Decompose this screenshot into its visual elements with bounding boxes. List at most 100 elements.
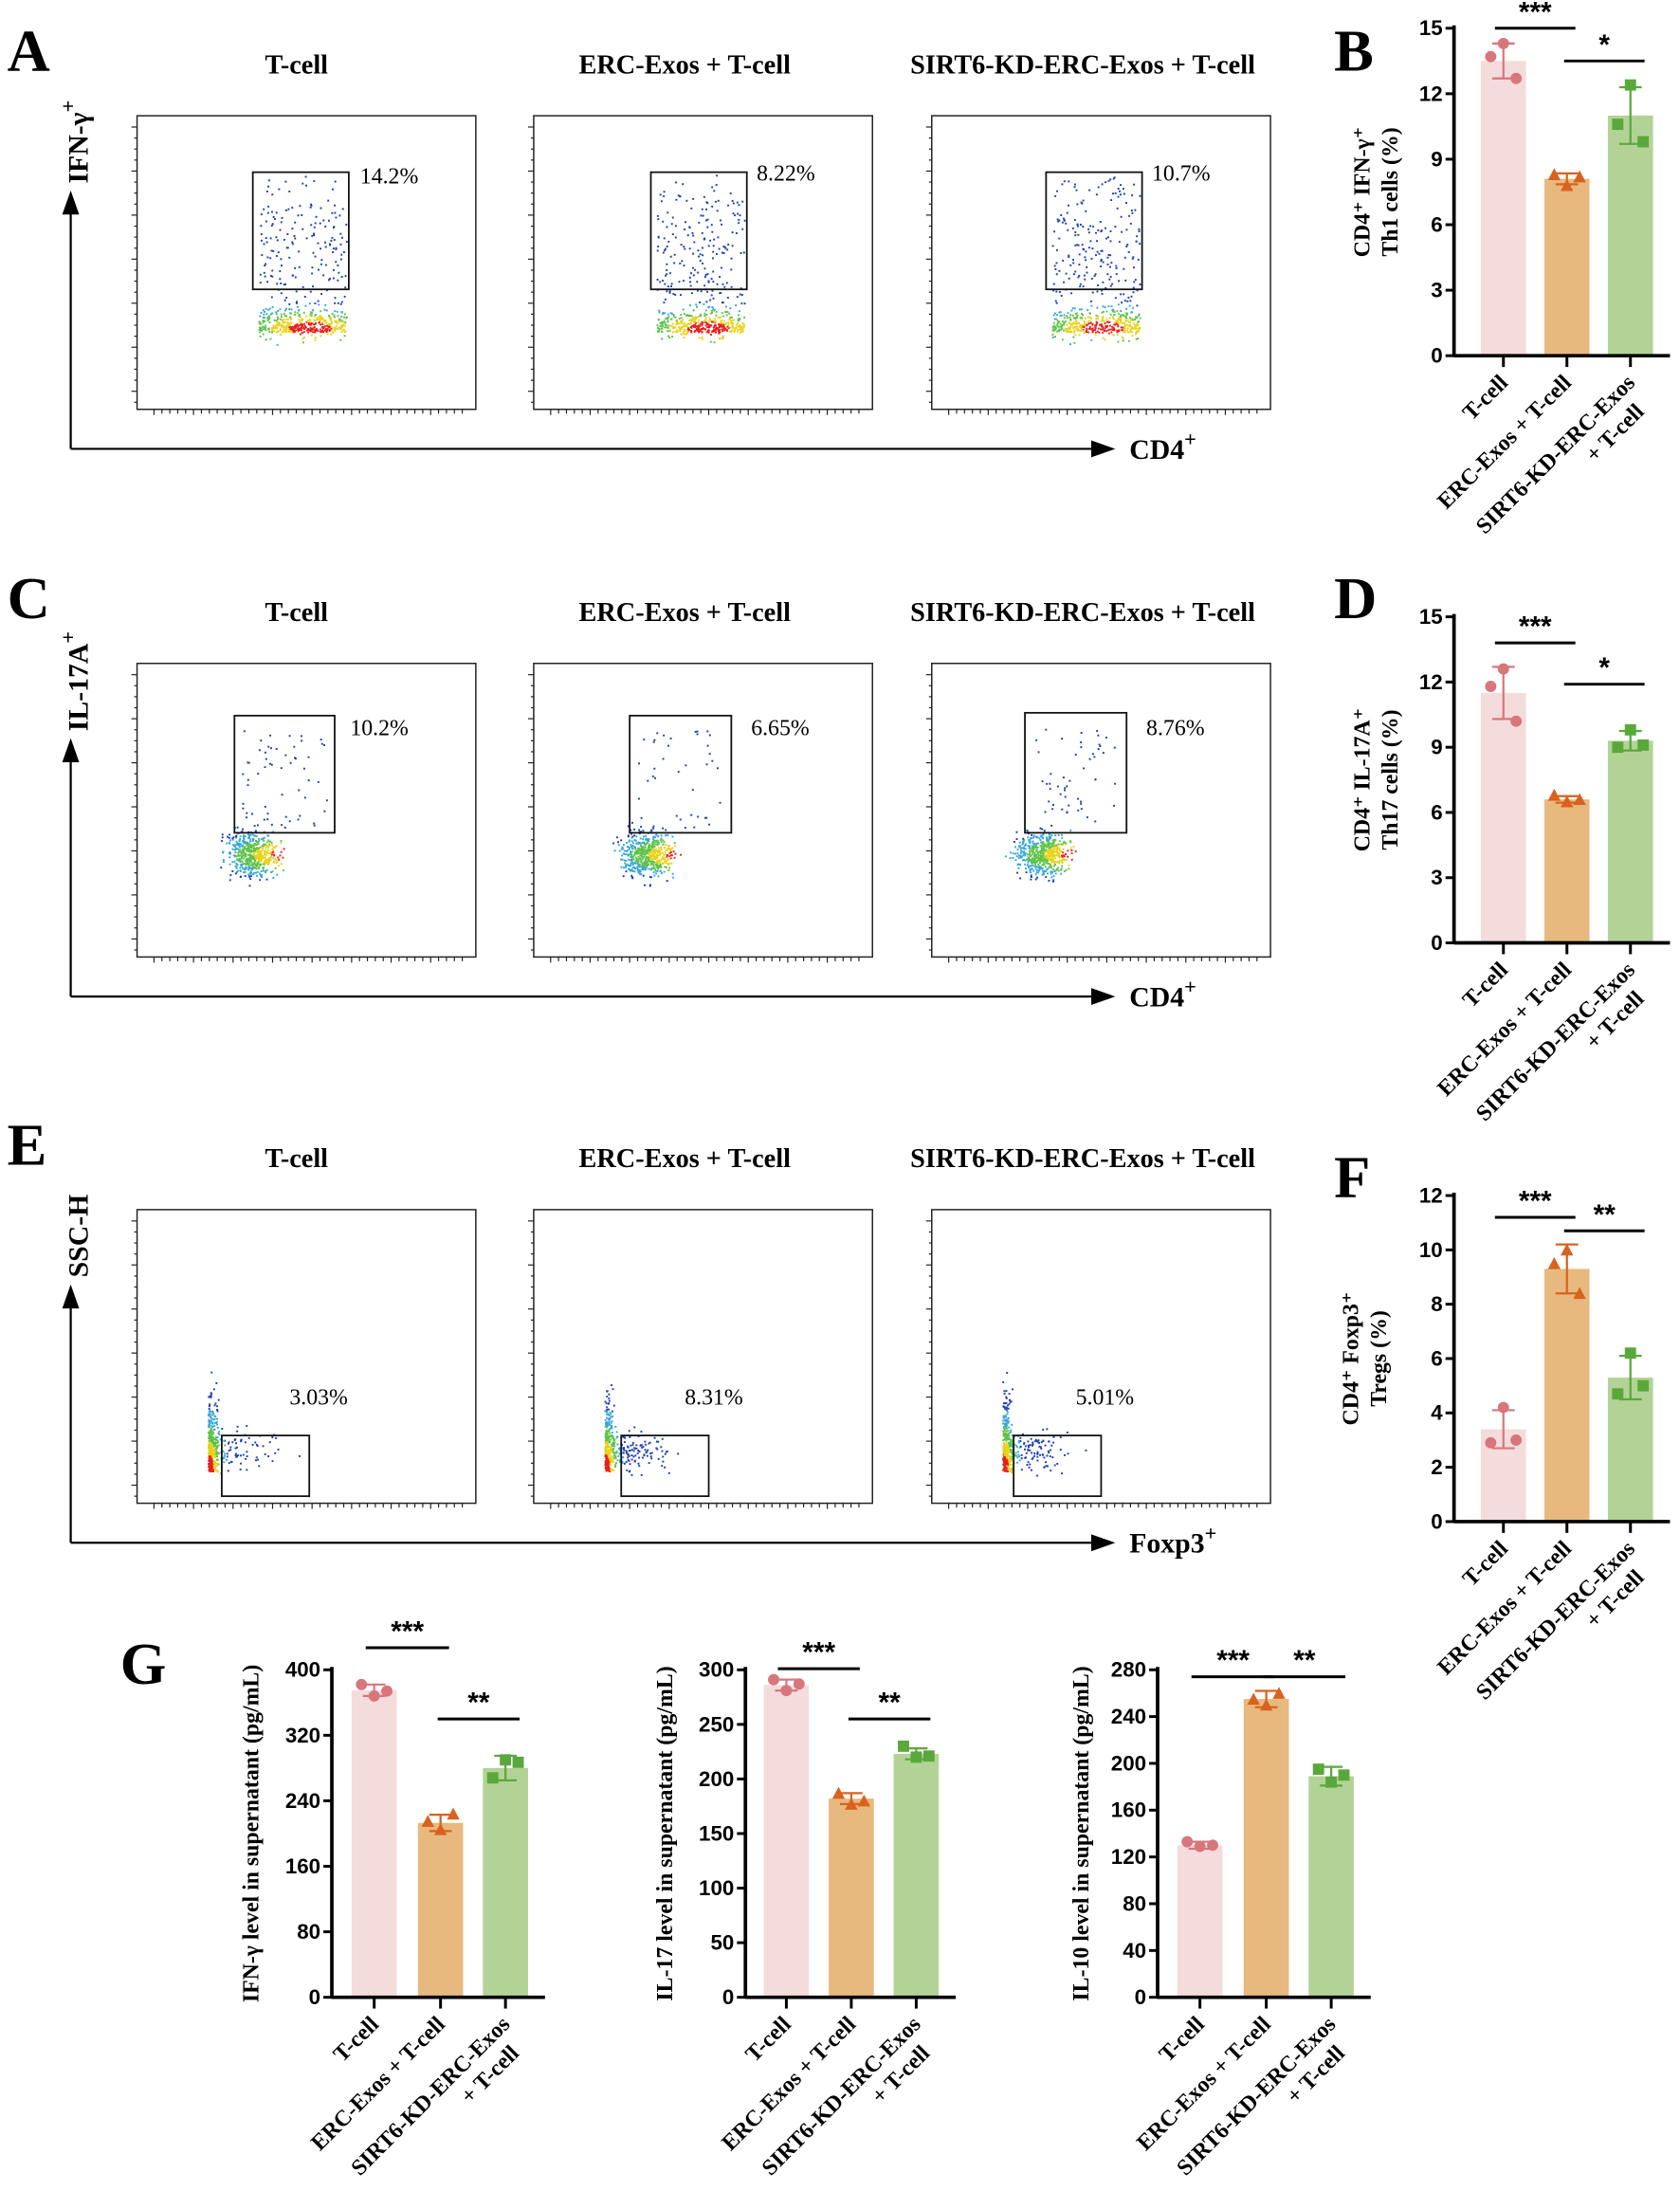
event-dot [1041,833,1044,836]
gate-rect[interactable] [629,714,733,834]
event-dot [341,208,344,210]
event-dot [248,835,250,838]
event-dot [1093,329,1096,331]
event-dot [241,845,244,848]
gate-rect[interactable] [1024,711,1128,834]
event-dot [616,1435,619,1438]
event-dot [615,1431,618,1433]
event-dot [1030,874,1032,877]
event-dot [658,866,661,868]
event-dot [653,867,656,870]
event-dot [337,315,339,318]
event-dot [214,1454,217,1457]
event-dot [283,848,285,850]
event-dot [221,839,224,842]
event-dot [1095,193,1098,196]
event-dot [281,319,283,321]
event-dot [1077,797,1080,800]
event-dot [257,1458,260,1461]
event-dot [680,326,683,329]
gate-rect[interactable] [251,171,350,291]
event-dot [619,1460,621,1463]
event-dot [666,855,668,858]
event-dot [213,1460,216,1463]
event-dot [1039,850,1042,853]
flow-plot-0: 3.03% [131,1209,477,1509]
event-dot [671,847,674,849]
event-dot [269,275,272,277]
event-dot [267,1455,270,1458]
event-dot [703,315,706,317]
event-dot [1079,317,1082,319]
event-dot [1120,326,1123,329]
event-dot [696,305,699,308]
event-dot [251,846,254,849]
event-dot [1057,848,1060,849]
event-dot [1044,866,1047,868]
event-dot [267,205,270,208]
event-dot [1105,181,1107,184]
event-dot [339,338,342,341]
event-dot [221,836,224,839]
flow-plot-1: 8.31% [527,1209,873,1509]
event-dot [1068,256,1070,259]
event-dot [1096,330,1099,333]
event-dot [213,1404,216,1407]
event-dot [1015,831,1018,833]
y-axis-label: IL-17A+ [56,631,94,731]
event-dot [699,329,702,332]
event-dot [1048,849,1050,851]
event-dot [1052,328,1055,331]
gate-rect[interactable] [649,171,748,291]
event-dot [697,271,700,274]
event-dot [291,328,294,330]
event-dot [674,852,677,855]
event-dot [613,1445,616,1448]
event-dot [298,324,301,327]
event-dot [262,309,265,312]
event-dot [1026,858,1029,861]
event-dot [620,866,623,868]
gate-rect[interactable] [221,1434,311,1498]
event-dot [1057,869,1060,872]
event-dot [256,850,259,853]
event-dot [637,1462,640,1465]
event-dot [702,321,704,324]
event-dot [1074,319,1077,321]
event-dot [256,1445,259,1448]
event-dot [686,323,689,326]
event-dot [320,263,322,265]
event-dot [1020,849,1023,852]
event-dot [228,1441,230,1444]
event-dot [639,842,642,845]
event-dot [671,872,674,875]
event-dot [689,304,692,307]
event-dot [1114,323,1117,326]
event-dot [216,1405,219,1408]
event-dot [721,336,724,338]
event-dot [1123,300,1126,302]
gate-percent: 8.22% [757,162,815,187]
event-dot [1057,855,1060,858]
event-dot [710,324,713,327]
gate-rect[interactable] [233,714,336,834]
event-dot [329,243,331,246]
event-dot [703,319,706,322]
event-dot [1055,262,1058,265]
event-dot [1026,853,1029,856]
event-dot [208,1455,210,1458]
gate-rect[interactable] [1045,171,1143,291]
event-dot [1046,859,1049,862]
event-dot [1139,243,1141,246]
event-dot [216,1426,219,1429]
event-dot [630,876,633,879]
event-dot [329,326,332,329]
event-dot [1062,323,1065,326]
event-dot [1090,258,1093,260]
event-dot [685,323,687,326]
event-dot [1077,276,1080,279]
event-dot [210,1455,213,1458]
event-dot [1063,180,1066,183]
event-dot [664,1466,667,1469]
event-dot [1037,854,1040,856]
